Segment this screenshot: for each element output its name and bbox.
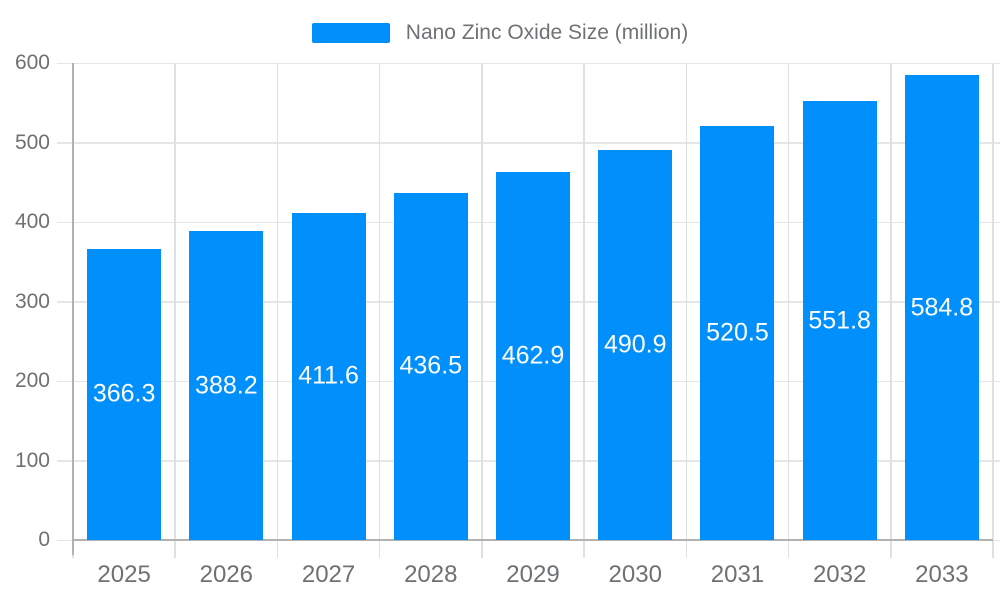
grid-line-horizontal <box>57 62 1000 65</box>
grid-line-vertical <box>378 63 381 558</box>
x-axis-label: 2031 <box>710 561 765 588</box>
bar-value-label: 551.8 <box>808 306 871 335</box>
y-axis-label: 100 <box>14 448 50 472</box>
legend-label: Nano Zinc Oxide Size (million) <box>405 21 689 44</box>
y-axis-label: 400 <box>14 210 50 233</box>
bar[interactable] <box>496 171 570 540</box>
x-axis-label: 2025 <box>97 561 151 588</box>
grid-line-vertical <box>481 63 483 558</box>
y-axis-label: 0 <box>38 528 50 551</box>
bar[interactable] <box>802 101 877 540</box>
x-axis-line <box>73 539 993 541</box>
y-axis-label: 200 <box>14 369 50 392</box>
bar-value-label: 388.2 <box>195 371 258 400</box>
bar[interactable] <box>393 192 468 540</box>
bar[interactable] <box>904 75 979 540</box>
grid-line-vertical <box>889 63 892 558</box>
bar[interactable] <box>291 212 366 540</box>
grid-line-vertical <box>174 63 177 558</box>
legend-item[interactable]: Nano Zinc Oxide Size (million) <box>0 18 1000 48</box>
bar-value-label: 436.5 <box>399 351 463 380</box>
x-axis-label: 2028 <box>404 561 458 588</box>
grid-line-vertical <box>685 63 688 558</box>
bar-value-label: 520.5 <box>706 318 769 347</box>
bar-value-label: 490.9 <box>603 330 667 359</box>
bar-value-label: 462.9 <box>501 341 565 370</box>
x-axis-label: 2032 <box>812 561 867 588</box>
bar[interactable] <box>598 149 673 540</box>
bar[interactable] <box>87 248 162 540</box>
bar-value-label: 366.3 <box>92 379 156 408</box>
x-axis-label: 2029 <box>506 561 560 588</box>
x-axis-label: 2027 <box>301 561 356 588</box>
bar[interactable] <box>189 231 264 540</box>
grid-line-horizontal <box>57 142 1000 144</box>
grid-line-vertical <box>787 63 790 558</box>
bar-value-label: 411.6 <box>298 361 359 390</box>
legend-marker-swatch <box>311 23 390 43</box>
y-axis-label: 300 <box>14 289 50 313</box>
bar-value-label: 584.8 <box>910 293 974 322</box>
y-axis-label: 500 <box>14 130 50 154</box>
bar[interactable] <box>700 126 775 540</box>
y-axis-label: 600 <box>14 51 50 74</box>
grid-line-vertical <box>583 63 585 558</box>
grid-line-vertical <box>992 63 994 558</box>
x-axis-label: 2033 <box>915 561 969 588</box>
x-axis-label: 2030 <box>608 561 662 588</box>
grid-line-vertical <box>276 63 279 558</box>
y-axis-line <box>72 63 74 555</box>
x-axis-label: 2026 <box>199 561 254 588</box>
